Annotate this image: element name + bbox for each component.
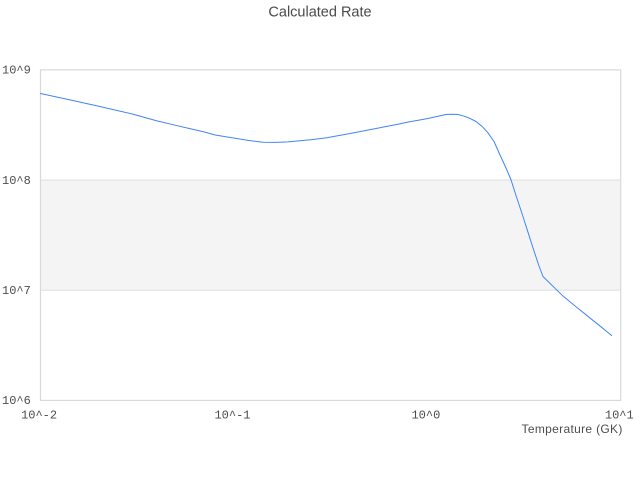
svg-text:Temperature (GK): Temperature (GK)	[522, 422, 623, 436]
svg-text:10^-1: 10^-1	[214, 408, 250, 422]
svg-text:10^8: 10^8	[2, 174, 31, 188]
svg-text:10^0: 10^0	[411, 408, 440, 422]
svg-text:10^1: 10^1	[605, 408, 634, 422]
svg-text:10^6: 10^6	[2, 394, 31, 408]
svg-text:10^7: 10^7	[2, 284, 31, 298]
svg-text:Calculated Rate: Calculated Rate	[268, 4, 371, 20]
svg-text:10^-2: 10^-2	[21, 408, 57, 422]
svg-text:10^9: 10^9	[2, 64, 31, 78]
